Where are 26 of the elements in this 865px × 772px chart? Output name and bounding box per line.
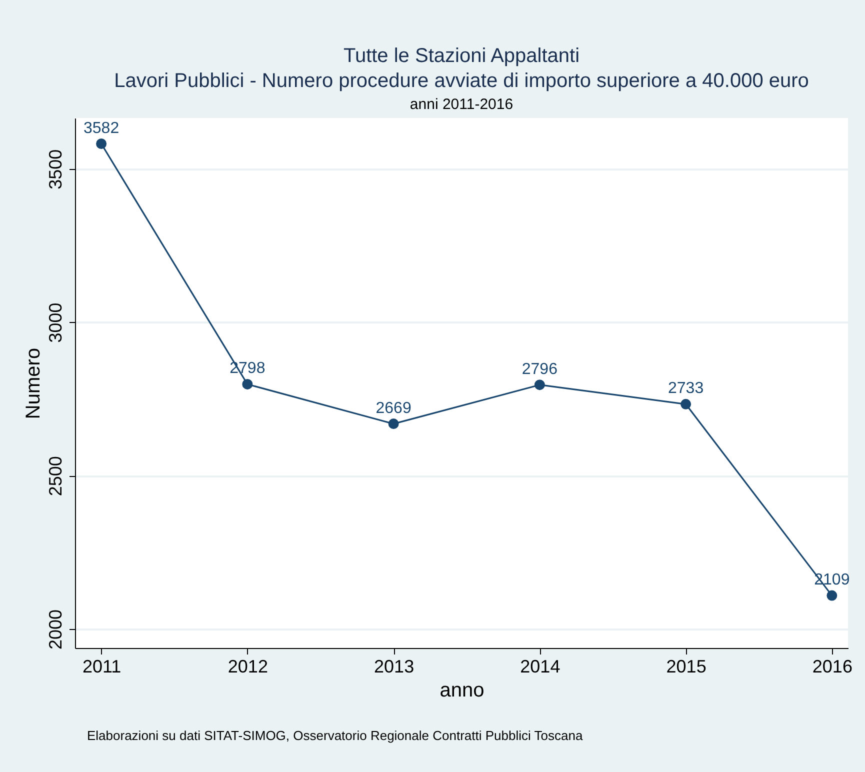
point: [96, 138, 107, 149]
x-tick-label: 2015: [666, 656, 706, 676]
text: Lavori Pubblici - Numero procedure avviate di importo superiore a 40.000 euro: [114, 70, 809, 92]
y-tick-label: 2000: [46, 609, 66, 650]
y-axis-title: Numero: [22, 348, 44, 420]
x-tick-label: 2011: [82, 656, 122, 676]
data-label: 2733: [668, 380, 704, 398]
point: [242, 378, 253, 390]
data-label: 2669: [376, 400, 412, 417]
x-tick-label: 2014: [520, 656, 560, 676]
x-axis-title: anno: [440, 680, 484, 702]
data-label: 3582: [84, 120, 120, 137]
point: [826, 590, 838, 601]
point: [534, 380, 545, 390]
point: [680, 398, 692, 410]
point: [388, 418, 399, 430]
y-tick-label: 2500: [46, 456, 66, 496]
y-tick-label: 3000: [46, 302, 66, 343]
chart-subtitle: anni 2011-2016: [410, 96, 514, 113]
text: Elaborazioni su dati SITAT-SIMOG, Osservatorio Regionale Contratti Pubblici Toscana: [87, 728, 584, 743]
text: Tutte le Stazioni Appaltanti: [343, 45, 580, 67]
y-tick-label: 3500: [46, 149, 66, 190]
x-tick-label: 2016: [812, 656, 852, 676]
x-tick-label: 2013: [374, 656, 414, 676]
x-tick-label: 2012: [228, 656, 268, 676]
data-label: 2796: [522, 360, 558, 378]
